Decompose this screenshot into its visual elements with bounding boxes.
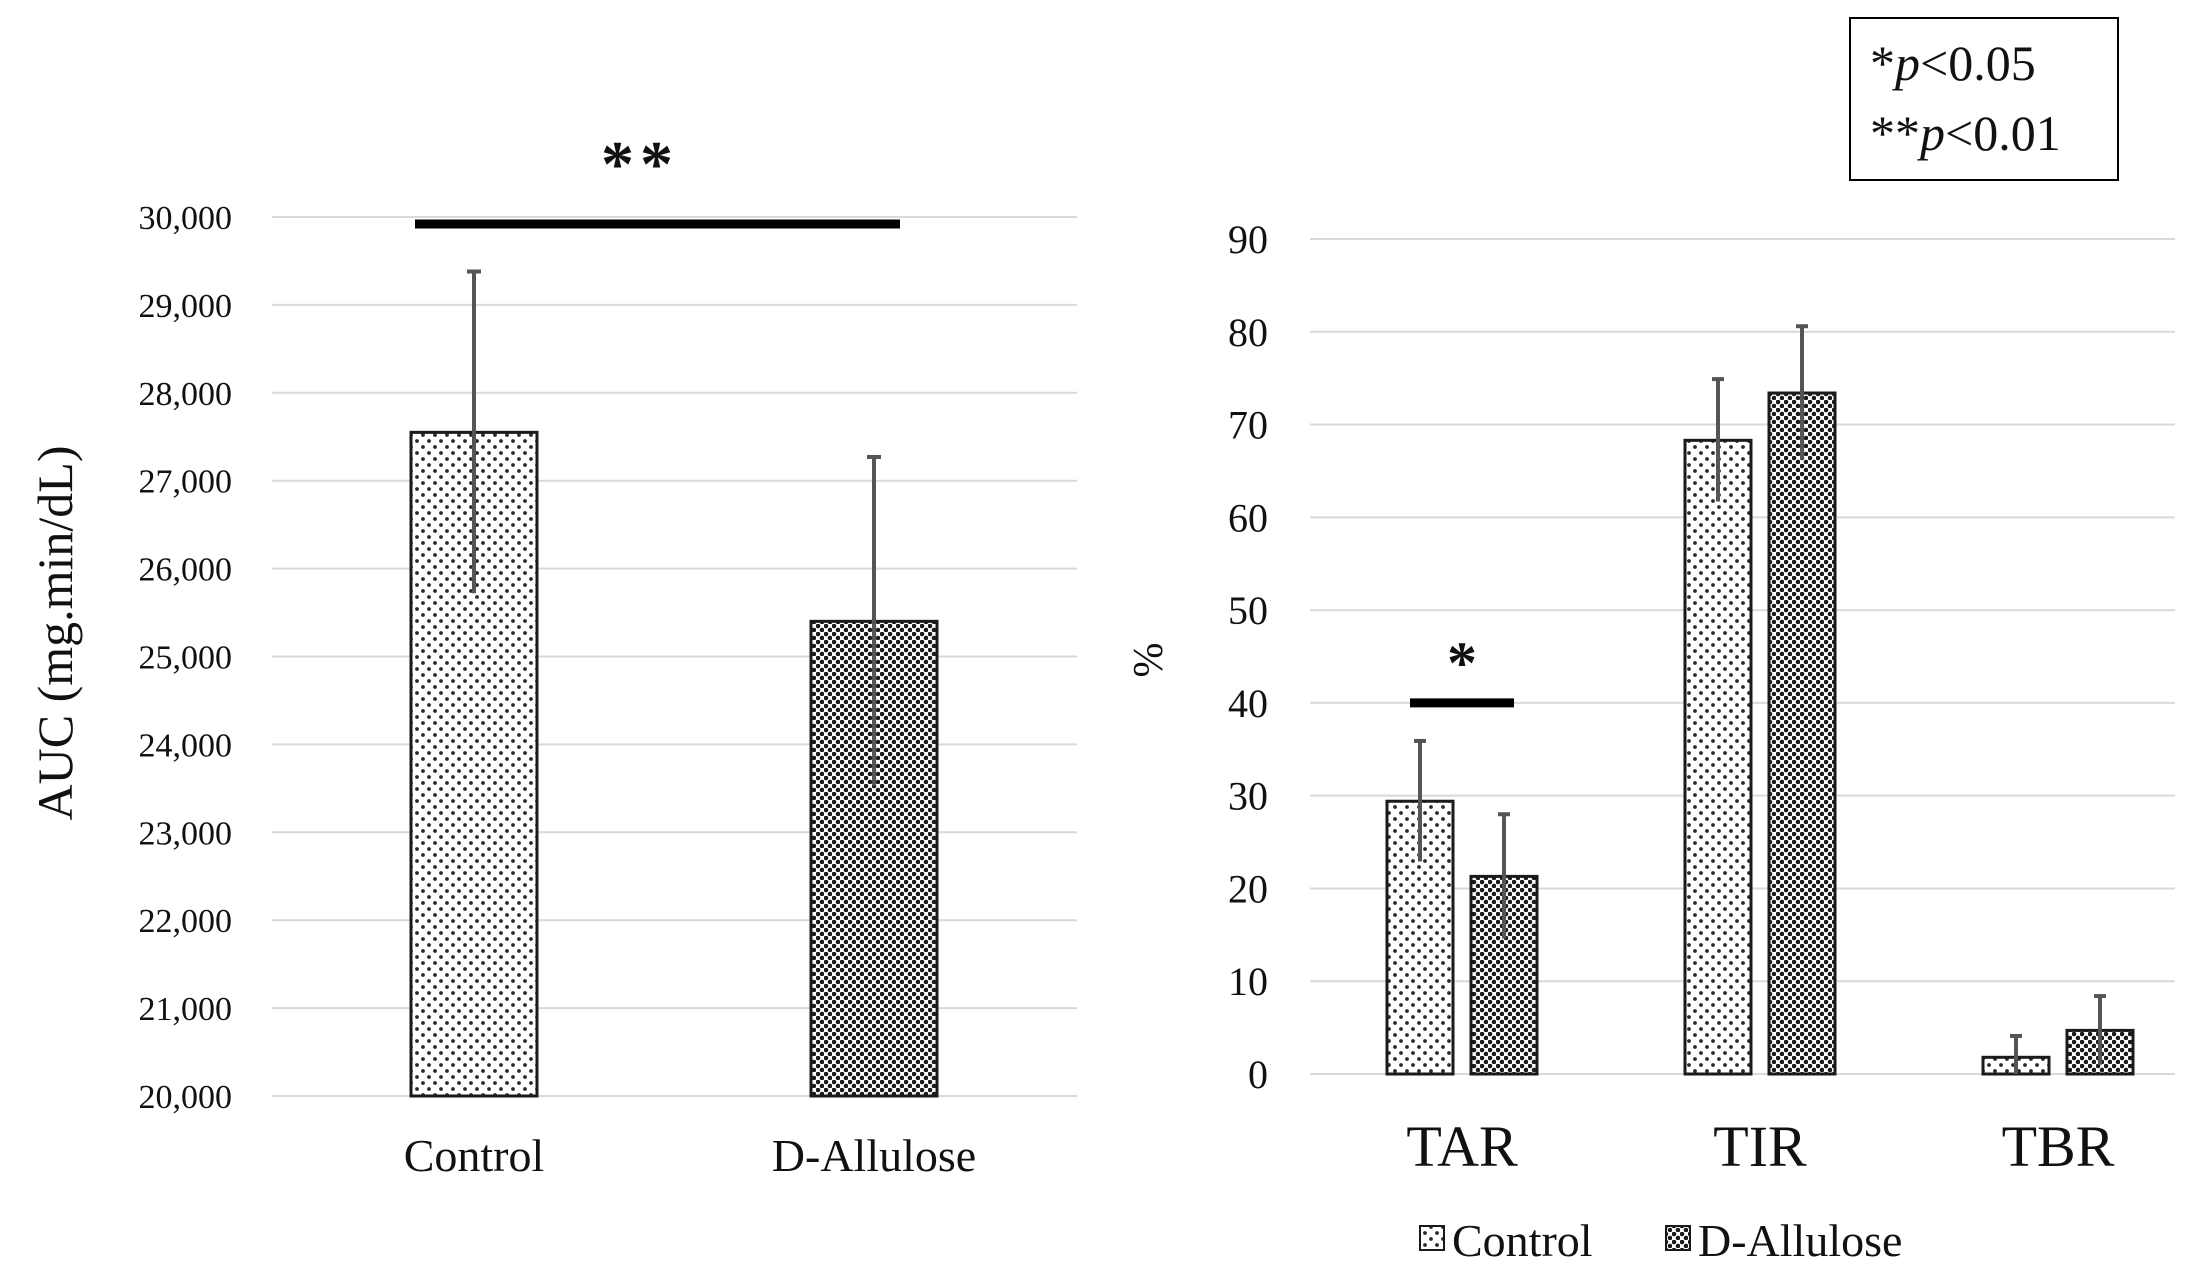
auc-y-axis-label: AUC (mg.min/dL)	[27, 446, 83, 821]
auc-y-tick-label: 21,000	[139, 991, 233, 1028]
legend-swatch-d-allulose	[1665, 1225, 1691, 1251]
auc-x-tick-label: D-Allulose	[772, 1130, 976, 1181]
range-y-tick-labels: 0 10 20 30 40 50 60 70 80 90	[1228, 217, 1268, 1097]
legend: Control D-Allulose	[1419, 1215, 1902, 1266]
glucose-range-bar-chart: 0 10 20 30 40 50 60 70 80 90 TAR TIR TBR * % Contro…	[1126, 217, 2175, 1266]
auc-significance-label: **	[601, 128, 679, 201]
range-y-tick-label: 10	[1228, 959, 1268, 1004]
auc-y-tick-label: 20,000	[139, 1079, 233, 1116]
range-y-axis-label: %	[1126, 643, 1172, 678]
significance-key-line-1: *p<0.05	[1870, 35, 2036, 91]
auc-y-tick-label: 27,000	[139, 464, 233, 501]
range-error-bars	[1414, 324, 2106, 1074]
auc-x-tick-labels: Control D-Allulose	[404, 1130, 976, 1181]
range-bar-tir-control	[1683, 438, 1753, 1076]
auc-y-tick-label: 23,000	[139, 815, 233, 852]
auc-y-tick-label: 25,000	[139, 640, 233, 677]
auc-y-tick-labels: 20,000 21,000 22,000 23,000 24,000 25,000 26,0…	[139, 200, 233, 1116]
auc-significance: **	[415, 128, 900, 229]
range-y-tick-label: 70	[1228, 403, 1268, 448]
legend-item-control: Control	[1419, 1215, 1593, 1266]
auc-y-tick-label: 26,000	[139, 552, 233, 589]
range-y-tick-label: 20	[1228, 866, 1268, 911]
range-y-tick-label: 0	[1248, 1052, 1268, 1097]
auc-gridlines	[272, 216, 1077, 1097]
legend-swatch-control	[1419, 1225, 1445, 1251]
auc-y-tick-label: 24,000	[139, 727, 233, 764]
range-x-tick-label: TIR	[1713, 1114, 1807, 1179]
auc-y-tick-label: 22,000	[139, 903, 233, 940]
range-y-tick-label: 60	[1228, 495, 1268, 540]
significance-key-line-2: **p<0.01	[1870, 105, 2061, 161]
range-x-tick-label: TBR	[2002, 1114, 2115, 1179]
range-y-tick-label: 50	[1228, 588, 1268, 633]
range-significance-label: *	[1447, 630, 1477, 696]
significance-key-box: *p<0.05 **p<0.01	[1849, 17, 2119, 181]
auc-y-tick-label: 28,000	[139, 376, 233, 413]
legend-label-control: Control	[1452, 1215, 1593, 1266]
range-bars	[1385, 391, 2135, 1076]
auc-y-tick-label: 30,000	[139, 200, 233, 237]
range-y-tick-label: 90	[1228, 217, 1268, 262]
range-bar-tar-control	[1385, 799, 1455, 1076]
range-bar-tir-d-allulose	[1767, 391, 1837, 1076]
legend-label-d-allulose: D-Allulose	[1698, 1215, 1902, 1266]
significance-key-border	[1849, 17, 2119, 181]
range-y-tick-label: 40	[1228, 681, 1268, 726]
auc-x-tick-label: Control	[404, 1130, 545, 1181]
legend-item-d-allulose: D-Allulose	[1665, 1215, 1902, 1266]
range-x-tick-labels: TAR TIR TBR	[1406, 1114, 2114, 1179]
auc-bars	[409, 430, 939, 1098]
range-x-tick-label: TAR	[1406, 1114, 1518, 1179]
auc-error-bars	[467, 269, 881, 786]
range-y-tick-label: 80	[1228, 310, 1268, 355]
auc-y-tick-label: 29,000	[139, 288, 233, 325]
range-significance: *	[1410, 630, 1514, 708]
auc-bar-chart: 20,000 21,000 22,000 23,000 24,000 25,000 26,0…	[27, 128, 1077, 1181]
range-y-tick-label: 30	[1228, 774, 1268, 819]
